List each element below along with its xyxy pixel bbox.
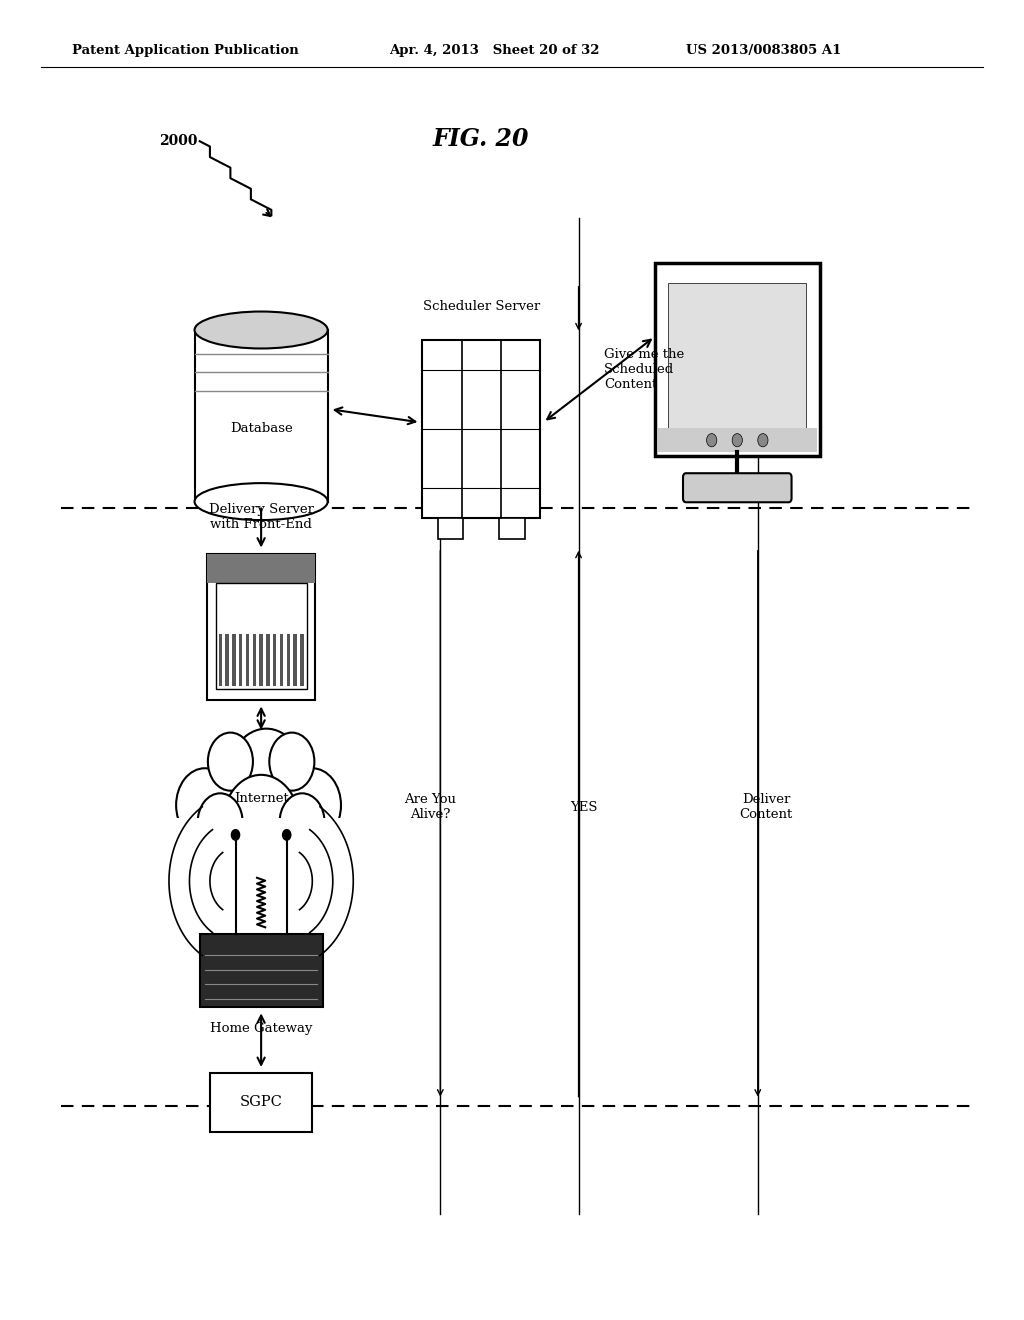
Text: YES: YES [570, 801, 597, 813]
Text: Scheduler Server: Scheduler Server [423, 301, 540, 313]
FancyBboxPatch shape [668, 284, 807, 436]
FancyBboxPatch shape [259, 634, 263, 686]
Text: SGPC: SGPC [240, 1096, 283, 1109]
Circle shape [707, 433, 717, 446]
FancyBboxPatch shape [207, 554, 315, 583]
Text: Delivery Server
with Front-End: Delivery Server with Front-End [209, 503, 313, 531]
FancyBboxPatch shape [219, 634, 222, 686]
FancyBboxPatch shape [500, 517, 524, 539]
FancyBboxPatch shape [300, 634, 303, 686]
FancyBboxPatch shape [225, 634, 228, 686]
FancyBboxPatch shape [200, 935, 323, 1006]
Text: Are You
Alive?: Are You Alive? [404, 793, 456, 821]
FancyBboxPatch shape [207, 554, 315, 700]
Circle shape [227, 729, 305, 829]
Text: Internet: Internet [233, 792, 289, 805]
FancyBboxPatch shape [273, 634, 276, 686]
Ellipse shape [195, 312, 328, 348]
FancyBboxPatch shape [239, 634, 243, 686]
Circle shape [198, 793, 243, 851]
Text: Database: Database [229, 422, 293, 436]
Text: US 2013/0083805 A1: US 2013/0083805 A1 [686, 44, 842, 57]
FancyBboxPatch shape [437, 517, 463, 539]
Circle shape [758, 433, 768, 446]
FancyBboxPatch shape [287, 634, 290, 686]
FancyBboxPatch shape [294, 634, 297, 686]
Text: Home Gateway: Home Gateway [210, 1022, 312, 1035]
Circle shape [231, 829, 240, 840]
FancyBboxPatch shape [169, 818, 353, 878]
Ellipse shape [195, 483, 328, 520]
Text: Give me the
Scheduled
Content: Give me the Scheduled Content [604, 348, 684, 391]
Circle shape [176, 768, 233, 842]
Circle shape [208, 733, 253, 791]
FancyBboxPatch shape [210, 1072, 312, 1131]
FancyBboxPatch shape [232, 634, 236, 686]
FancyBboxPatch shape [655, 263, 819, 457]
FancyBboxPatch shape [280, 634, 284, 686]
Text: Apr. 4, 2013   Sheet 20 of 32: Apr. 4, 2013 Sheet 20 of 32 [389, 44, 600, 57]
FancyBboxPatch shape [683, 474, 792, 503]
Circle shape [222, 775, 300, 875]
Text: Patent Application Publication: Patent Application Publication [72, 44, 298, 57]
Circle shape [732, 433, 742, 446]
FancyBboxPatch shape [422, 339, 541, 517]
FancyBboxPatch shape [253, 634, 256, 686]
FancyBboxPatch shape [216, 583, 307, 689]
FancyBboxPatch shape [195, 330, 328, 502]
Circle shape [283, 829, 291, 840]
FancyBboxPatch shape [246, 634, 249, 686]
Circle shape [269, 733, 314, 791]
FancyBboxPatch shape [657, 428, 817, 451]
Circle shape [280, 793, 325, 851]
Text: 2000: 2000 [159, 135, 198, 148]
Text: FIG. 20: FIG. 20 [433, 127, 529, 150]
Circle shape [284, 768, 341, 842]
FancyBboxPatch shape [266, 634, 269, 686]
Text: Deliver
Content: Deliver Content [739, 793, 793, 821]
